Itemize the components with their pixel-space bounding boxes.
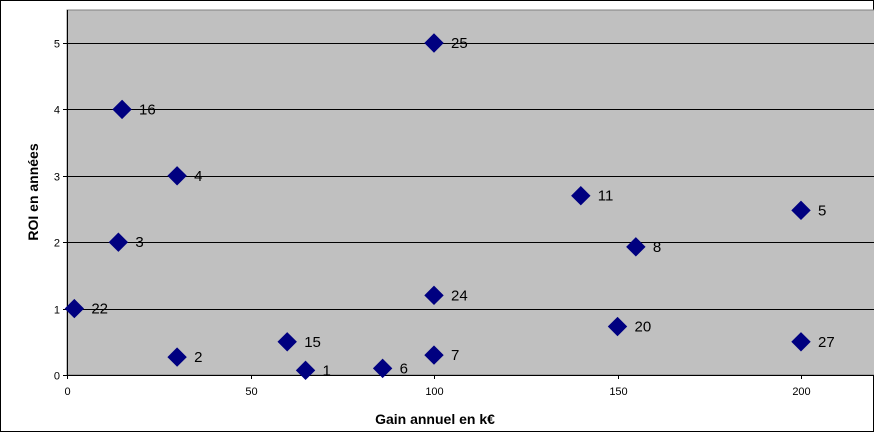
x-tick-label: 200: [792, 386, 810, 398]
x-axis-title: Gain annuel en k€: [375, 411, 495, 427]
gridlines: [67, 43, 874, 310]
data-points: [64, 33, 811, 381]
y-axis-title: ROI en années: [25, 143, 41, 240]
data-label: 25: [451, 35, 468, 52]
data-label: 22: [91, 301, 108, 318]
data-label: 24: [451, 287, 468, 304]
data-label: 6: [400, 360, 408, 377]
data-point: [295, 360, 316, 381]
data-label: 5: [818, 202, 826, 219]
data-point: [112, 99, 132, 120]
data-label: 3: [135, 234, 143, 251]
data-point: [571, 186, 591, 206]
y-tick-label: 2: [54, 238, 60, 250]
y-tick-label: 1: [54, 305, 60, 317]
data-point: [167, 166, 187, 186]
data-label: 16: [139, 101, 156, 118]
x-tick-label: 150: [609, 386, 627, 398]
data-label: 4: [194, 168, 202, 185]
data-point: [791, 200, 811, 221]
x-tick-label: 0: [64, 386, 70, 398]
y-tick-label: 4: [54, 105, 60, 117]
data-point: [108, 232, 129, 252]
data-point: [791, 332, 811, 352]
data-point: [424, 33, 444, 53]
data-point: [424, 285, 444, 306]
y-tick-label: 3: [54, 172, 60, 184]
x-tick-label: 100: [425, 386, 443, 398]
data-label: 27: [818, 334, 835, 351]
y-tick-label: 0: [54, 371, 60, 383]
data-label: 8: [653, 239, 661, 256]
data-label: 1: [323, 362, 331, 379]
data-point: [64, 298, 85, 319]
data-label: 7: [451, 347, 459, 364]
data-label: 15: [304, 334, 321, 351]
data-label: 20: [635, 319, 652, 336]
plot-area: [66, 9, 874, 376]
data-point: [607, 316, 628, 337]
x-tick-label: 50: [245, 386, 257, 398]
data-label: 11: [598, 188, 614, 205]
data-point: [167, 347, 187, 367]
data-point: [372, 358, 393, 379]
data-label: 2: [194, 349, 202, 366]
data-point: [277, 332, 297, 352]
data-point: [424, 345, 444, 365]
data-point: [626, 237, 646, 257]
y-tick-label: 5: [54, 39, 60, 51]
